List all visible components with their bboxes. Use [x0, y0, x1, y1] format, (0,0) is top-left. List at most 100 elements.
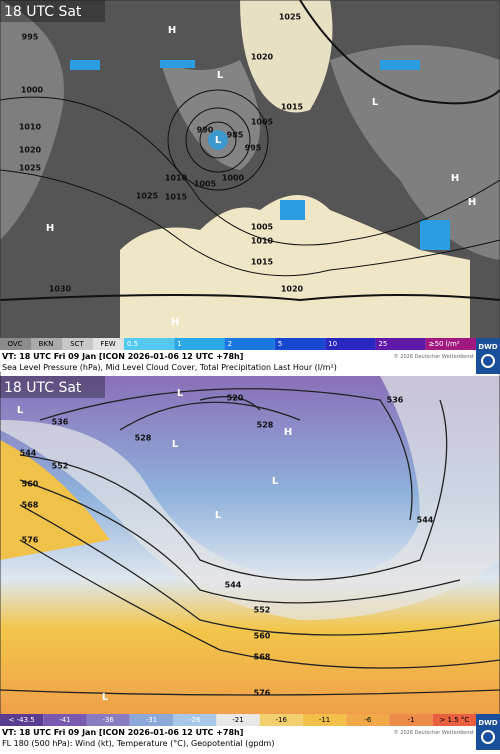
contour-label: 552 [254, 606, 271, 615]
contour-label: 1020 [19, 146, 42, 155]
legend-swatch [62, 338, 93, 350]
legend-swatch [0, 714, 44, 726]
geopotential-lines [0, 388, 500, 696]
footer-line: VT: 18 UTC Fri 09 Jan [ICON 2026-01-06 1… [2, 352, 243, 361]
legend-swatch [93, 338, 124, 350]
legend-label: 25 [378, 340, 387, 348]
legend-swatch [224, 338, 275, 350]
contour-label: 536 [52, 418, 69, 427]
legend-label: BKN [39, 340, 54, 348]
contour-label: 1025 [279, 13, 302, 22]
contour-label: 1030 [49, 285, 72, 294]
pressure-center: H [171, 317, 179, 328]
warm-area [0, 440, 110, 560]
footer-line: VT: 18 UTC Fri 09 Jan [ICON 2026-01-06 1… [2, 728, 243, 737]
contour-label: 544 [417, 516, 434, 525]
legend-label: -41 [59, 716, 70, 724]
contour-label: 995 [22, 33, 39, 42]
pressure-center: H [168, 25, 176, 36]
legend-label: -1 [408, 716, 415, 724]
panel-title: 18 UTC Sat [4, 4, 82, 20]
legend-swatch [302, 714, 347, 726]
legend-swatch [216, 714, 260, 726]
contour-label: 576 [254, 689, 271, 698]
legend-label: OVC [7, 340, 22, 348]
contour-label: 544 [225, 581, 242, 590]
legend-swatch [425, 338, 476, 350]
contour-label: 528 [135, 434, 152, 443]
legend-label: -36 [102, 716, 114, 724]
footer-bg [0, 726, 476, 750]
contour-label: 536 [387, 396, 404, 405]
contour-label: 1025 [136, 192, 159, 201]
contour-label: 1020 [281, 285, 304, 294]
contour-label: 1020 [251, 53, 274, 62]
logo-mark [481, 354, 495, 368]
legend-swatch [124, 338, 175, 350]
contour-label: 1005 [251, 223, 274, 232]
pressure-center: H [468, 197, 476, 208]
temp-band [0, 376, 500, 620]
isobars [0, 0, 500, 302]
legend-label: -21 [232, 716, 243, 724]
legend-label: -6 [364, 716, 372, 724]
contour-label: 1015 [281, 103, 304, 112]
pressure-center: H [46, 223, 54, 234]
clouds [0, 0, 64, 240]
contour-label: 1000 [222, 174, 245, 183]
copyright: © 2026 Deutscher Wetterdienst [394, 729, 474, 736]
legend-swatch [325, 338, 376, 350]
contour-label: 1010 [165, 174, 188, 183]
pressure-center: H [284, 427, 292, 438]
contour-label: 568 [254, 653, 271, 662]
pressure-center: L [215, 135, 222, 146]
contour-label: 568 [22, 501, 39, 510]
legend-swatch [432, 714, 476, 726]
pressure-center: L [17, 405, 24, 416]
contour-label: 1010 [19, 123, 42, 132]
legend-label: 2 [228, 340, 232, 348]
footer-line: FL 180 (500 hPa): Wind (kt), Temperature… [2, 739, 274, 748]
pressure-center: L [177, 388, 184, 399]
legend-label: -26 [189, 716, 201, 724]
legend-label: SCT [70, 340, 84, 348]
legend-label: 10 [328, 340, 337, 348]
logo: DWD [478, 719, 498, 727]
legend-label: > 1.5 °C [439, 716, 469, 724]
contour-label: 1015 [251, 258, 274, 267]
pressure-center: L [217, 70, 224, 81]
contour-label: 985 [227, 131, 244, 140]
legend-swatch [86, 714, 130, 726]
contour-label: 560 [22, 480, 39, 489]
land [120, 195, 470, 338]
legend-swatch [173, 714, 217, 726]
legend-label: -16 [276, 716, 288, 724]
precip [70, 60, 450, 250]
contour-label: 1015 [165, 193, 188, 202]
pressure-center: H [451, 173, 459, 184]
land [240, 0, 333, 113]
legend-label: 1 [177, 340, 181, 348]
contour-label: 1000 [21, 86, 44, 95]
copyright: © 2026 Deutscher Wetterdienst [394, 353, 474, 360]
legend-label: 0.5 [127, 340, 138, 348]
contour-label: 995 [245, 144, 262, 153]
contour-label: 990 [197, 126, 214, 135]
legend-swatch [389, 714, 433, 726]
footer-line: Sea Level Pressure (hPa), Mid Level Clou… [2, 363, 337, 372]
clouds [330, 45, 500, 260]
contour-label: 1005 [251, 118, 274, 127]
clouds [160, 60, 260, 170]
legend-label: < -43.5 [9, 716, 35, 724]
legend-swatch [259, 714, 303, 726]
legend-label: FEW [100, 340, 115, 348]
pressure-center: L [372, 97, 379, 108]
legend-swatch [375, 338, 426, 350]
title-bg [0, 0, 105, 22]
legend-swatch [0, 338, 31, 350]
legend-swatch [274, 338, 326, 350]
legend-swatch [346, 714, 390, 726]
legend-label: ≥50 l/m² [429, 340, 460, 348]
contour-label: 1010 [251, 237, 274, 246]
legend-label: -11 [319, 716, 330, 724]
